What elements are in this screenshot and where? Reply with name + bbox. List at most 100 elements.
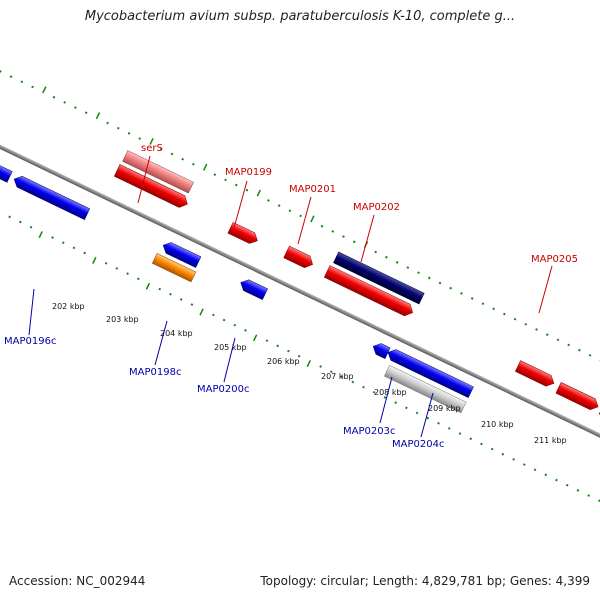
gene-feature-MAP0203c[interactable]	[371, 341, 391, 359]
minor-tick	[383, 396, 387, 399]
minor-tick	[545, 333, 549, 336]
minor-tick	[544, 473, 548, 477]
minor-tick	[447, 427, 451, 430]
leader-line	[538, 265, 553, 314]
gene-label-MAP0201[interactable]: MAP0201	[289, 184, 336, 195]
leader-line	[28, 288, 35, 336]
minor-tick	[181, 157, 184, 161]
tick-label: 204 kbp	[160, 329, 193, 338]
minor-tick	[0, 70, 2, 73]
minor-tick	[319, 365, 322, 368]
tick-label: 203 kbp	[106, 315, 139, 324]
minor-tick	[29, 225, 33, 229]
gene-feature-MAP0201[interactable]	[283, 245, 316, 270]
gene-feature-MAP0198c[interactable]	[151, 253, 197, 283]
minor-tick	[212, 313, 215, 317]
major-tick	[202, 163, 208, 171]
minor-tick	[405, 406, 408, 410]
minor-tick	[179, 298, 183, 301]
minor-tick	[524, 322, 528, 326]
minor-tick	[287, 349, 290, 353]
gene-label-serS[interactable]: serS	[141, 143, 163, 154]
tick-label: 202 kbp	[52, 302, 85, 311]
minor-tick	[522, 463, 526, 466]
minor-tick	[276, 344, 280, 348]
minor-tick	[331, 230, 335, 233]
minor-tick	[52, 95, 56, 99]
minor-tick	[460, 292, 463, 295]
minor-tick	[438, 281, 442, 285]
minor-tick	[395, 261, 399, 264]
minor-tick	[501, 452, 505, 456]
gene-feature-MAP0204c[interactable]	[385, 347, 474, 398]
minor-tick	[492, 307, 495, 311]
accession-text: Accession: NC_002944	[9, 574, 146, 588]
gene-feature-serS[interactable]	[122, 150, 194, 194]
minor-tick	[513, 317, 517, 321]
tick-label: 208 kbp	[374, 388, 407, 397]
major-tick	[310, 215, 315, 223]
minor-tick	[297, 354, 301, 358]
minor-tick	[503, 312, 506, 316]
tick-label: 207 kbp	[321, 372, 354, 381]
minor-tick	[490, 447, 494, 451]
minor-tick	[372, 390, 376, 394]
leader-line	[154, 320, 168, 366]
minor-tick	[374, 250, 378, 254]
genome-band	[0, 70, 600, 512]
gene-labels: serS MAP0199 MAP0201 MAP0202 MAP0205 MAP…	[4, 143, 578, 450]
leader-line	[297, 196, 312, 245]
label-leaders	[28, 155, 553, 438]
leader-line	[420, 392, 434, 438]
minor-tick	[104, 261, 108, 265]
leader-line	[379, 376, 393, 424]
gene-label-MAP0199[interactable]: MAP0199	[225, 167, 272, 178]
minor-tick	[51, 236, 54, 239]
major-tick	[145, 282, 151, 290]
leader-line	[360, 214, 375, 263]
minor-tick	[31, 85, 34, 89]
gene-feature-MAP0202[interactable]	[333, 251, 425, 305]
minor-tick	[299, 214, 302, 218]
gene-feature-MAP0200c[interactable]	[238, 277, 268, 301]
minor-tick	[588, 353, 592, 357]
major-tick	[95, 112, 101, 120]
gene-feature[interactable]	[0, 164, 13, 183]
minor-tick	[159, 147, 163, 151]
gene-feature-MAP0196c[interactable]	[12, 174, 91, 220]
gene-feature[interactable]	[323, 265, 415, 319]
major-tick	[306, 360, 311, 368]
minor-tick	[169, 292, 172, 296]
gene-feature[interactable]	[384, 364, 467, 414]
gene-feature-MAP0199[interactable]	[227, 221, 260, 246]
gene-feature-MAP0205[interactable]	[555, 382, 600, 412]
gene-feature[interactable]	[161, 240, 202, 268]
gene-label-MAP0204c[interactable]: MAP0204c	[392, 439, 444, 450]
gene-label-MAP0200c[interactable]: MAP0200c	[197, 384, 249, 395]
minor-tick	[116, 126, 120, 130]
genome-backbone	[0, 74, 600, 512]
gene-feature[interactable]	[514, 360, 556, 389]
minor-tick	[598, 499, 600, 503]
minor-tick	[394, 401, 397, 404]
topology-text: Topology: circular; Length: 4,829,781 bp…	[260, 574, 590, 588]
minor-tick	[427, 276, 431, 280]
minor-tick	[9, 75, 13, 78]
minor-tick	[265, 339, 269, 343]
minor-tick	[565, 483, 569, 487]
tick-label: 205 kbp	[214, 343, 247, 352]
leader-line	[233, 180, 248, 229]
major-tick	[256, 189, 261, 197]
gene-label-MAP0203c[interactable]: MAP0203c	[343, 426, 395, 437]
gene-label-MAP0196c[interactable]: MAP0196c	[4, 336, 56, 347]
minor-tick	[406, 266, 410, 269]
major-tick	[38, 231, 43, 239]
gene-label-MAP0198c[interactable]: MAP0198c	[129, 367, 181, 378]
gene-label-MAP0202[interactable]: MAP0202	[353, 202, 400, 213]
minor-tick	[63, 101, 67, 104]
tick-label: 211 kbp	[534, 436, 567, 445]
gene-label-MAP0205[interactable]: MAP0205	[531, 254, 578, 265]
minor-tick	[245, 188, 249, 192]
minor-tick	[437, 421, 440, 425]
gene-feature[interactable]	[113, 164, 190, 211]
